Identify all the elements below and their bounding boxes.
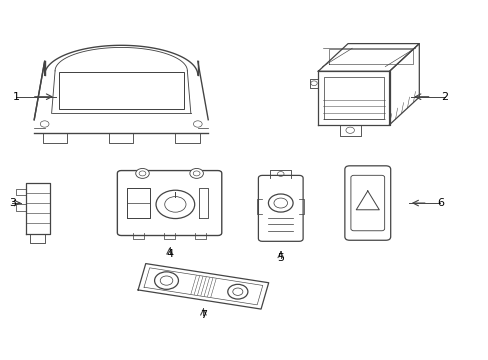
Text: 5: 5 bbox=[277, 253, 284, 263]
Text: 7: 7 bbox=[200, 310, 206, 320]
Text: 1: 1 bbox=[12, 92, 20, 102]
Text: 3: 3 bbox=[9, 198, 16, 208]
Text: 2: 2 bbox=[441, 92, 448, 102]
Circle shape bbox=[136, 168, 149, 178]
Text: 4: 4 bbox=[165, 249, 173, 260]
Bar bbox=[59, 72, 183, 109]
Text: 6: 6 bbox=[436, 198, 443, 208]
Circle shape bbox=[189, 168, 203, 178]
